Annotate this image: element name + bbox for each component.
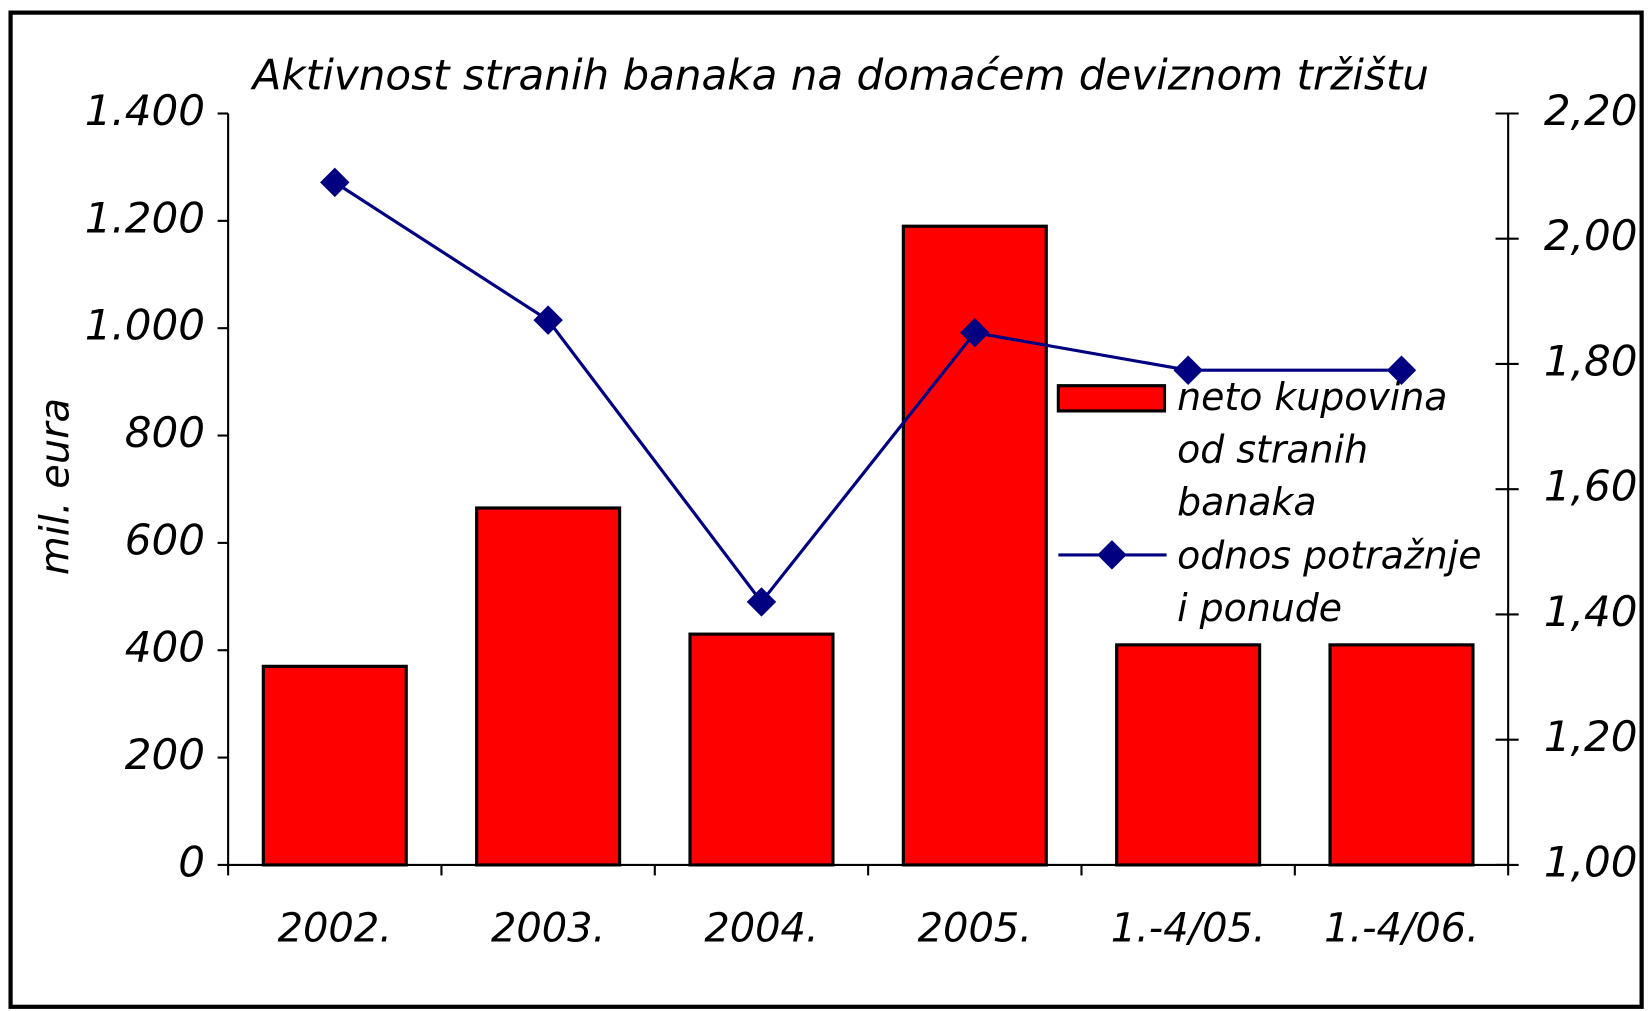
line-marker [1173, 355, 1203, 385]
legend-entry: odnos potražnje i ponude [1177, 534, 1482, 631]
y2-tick-label: 2,00 [1544, 211, 1638, 260]
x-tick-label: 1.-4/05. [1111, 906, 1266, 952]
legend-label: odnos potražnje i ponude [1177, 534, 1482, 631]
y2-tick-label: 1,20 [1544, 712, 1638, 761]
y-tick-label: 800 [125, 408, 205, 457]
legend-label: neto kupovina od stranih banaka [1177, 376, 1448, 525]
y2-tick-label: 1,60 [1544, 462, 1638, 511]
y-tick-label: 0 [178, 837, 205, 886]
chart-frame [8, 10, 1644, 1009]
y-tick-label: 200 [125, 730, 205, 779]
x-tick-label: 2005. [918, 906, 1032, 952]
bar [475, 506, 622, 867]
y-tick-label: 1.200 [85, 193, 205, 242]
y2-tick-label: 1,40 [1544, 587, 1638, 636]
line [333, 181, 1402, 605]
line-marker [1386, 355, 1417, 385]
x-tick-label: 2004. [704, 906, 818, 952]
chart-title: Aktivnost stranih banaka na domaćem devi… [250, 50, 1429, 99]
bar [1328, 643, 1475, 867]
y-tick-label: 600 [125, 515, 205, 564]
legend-swatch [1097, 540, 1127, 570]
x-tick-label: 1.-4/06. [1324, 906, 1479, 952]
y-tick-label: 1.400 [85, 86, 205, 135]
line-marker [960, 317, 990, 348]
y-axis-label: mil. eura [32, 398, 78, 575]
line-marker [320, 167, 350, 198]
y-tick-label: 1.000 [85, 301, 205, 350]
x-tick-label: 2003. [491, 906, 605, 952]
bar [1115, 643, 1262, 867]
legend-entry: neto kupovina od stranih banaka [1177, 376, 1448, 525]
line-marker [533, 305, 563, 335]
y2-tick-label: 2,20 [1544, 86, 1638, 135]
y-tick-label: 400 [125, 623, 205, 672]
bar [261, 664, 408, 867]
legend-swatch [1056, 384, 1167, 413]
y2-tick-label: 1,80 [1544, 336, 1638, 385]
line-marker [746, 587, 777, 617]
bar [688, 632, 835, 867]
x-tick-label: 2002. [278, 906, 392, 952]
y2-tick-label: 1,00 [1544, 837, 1638, 886]
